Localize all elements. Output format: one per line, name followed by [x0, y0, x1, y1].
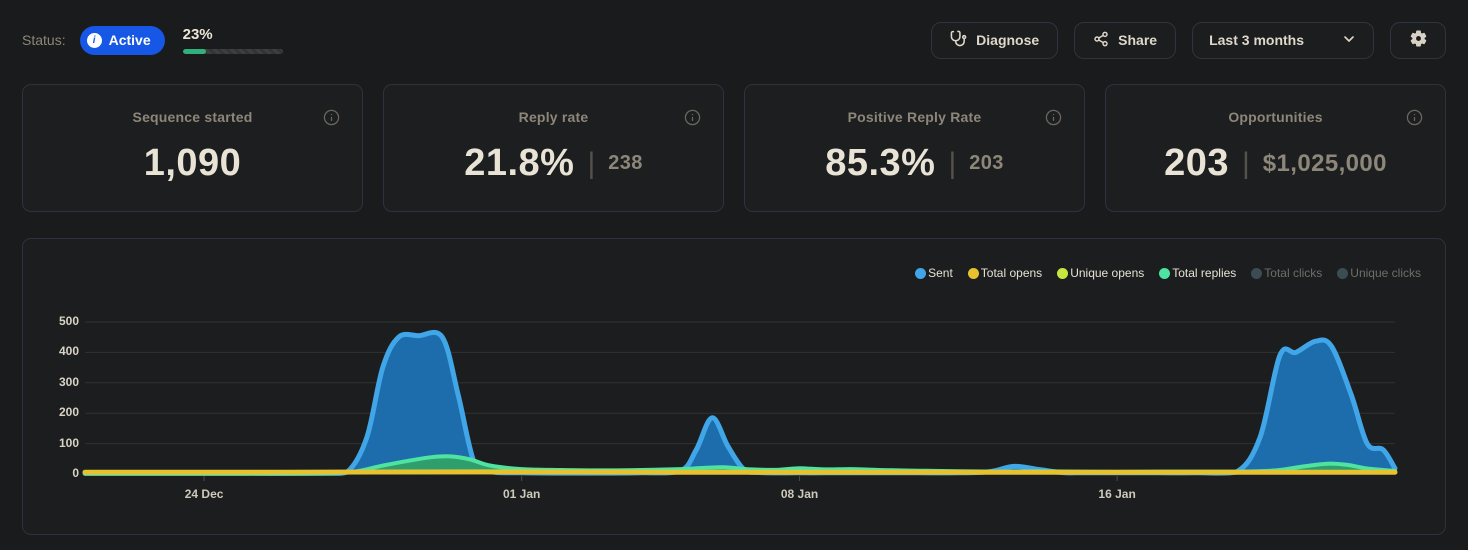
share-button[interactable]: Share [1074, 21, 1177, 59]
legend-item-total-clicks[interactable]: Total clicks [1251, 266, 1322, 280]
progress-group: 23% [182, 26, 283, 54]
progress-bar [182, 49, 283, 54]
y-axis-label: 500 [58, 314, 79, 328]
stat-card-secondary-value: 203 [969, 152, 1004, 174]
stat-card-value-row: 21.8% | 238 [464, 142, 643, 185]
legend-dot [1057, 267, 1069, 279]
info-circle-icon[interactable] [323, 109, 340, 131]
legend-label: Unique clicks [1350, 266, 1421, 280]
share-label: Share [1118, 32, 1158, 48]
legend-label: Unique opens [1070, 266, 1145, 280]
info-circle-icon[interactable] [684, 109, 701, 131]
series-area-sent [85, 332, 1395, 474]
gear-icon [1409, 29, 1428, 51]
x-axis-label: 16 Jan [1098, 487, 1136, 501]
stat-card-title: Sequence started [132, 109, 253, 125]
legend-label: Total opens [980, 266, 1043, 280]
legend-item-sent[interactable]: Sent [915, 266, 953, 280]
stat-card-title: Reply rate [518, 109, 589, 125]
info-circle-icon[interactable] [1045, 109, 1062, 131]
stat-card-secondary-value: 238 [608, 152, 643, 174]
status-badge[interactable]: i Active [79, 25, 165, 55]
chart-canvas[interactable] [23, 239, 1445, 535]
diagnose-label: Diagnose [976, 32, 1040, 48]
stat-card-value-row: 85.3% | 203 [825, 142, 1004, 185]
legend-dot [967, 267, 979, 279]
stat-card-value-row: 203 | $1,025,000 [1164, 142, 1387, 185]
stat-card-sequence-started: Sequence started 1,090 [22, 84, 363, 212]
stat-card-secondary-value: $1,025,000 [1262, 149, 1387, 177]
top-bar: Status: i Active 23% [0, 0, 1468, 72]
info-circle-icon: i [86, 32, 102, 48]
stat-card-title: Positive Reply Rate [847, 109, 982, 125]
legend-label: Total clicks [1264, 266, 1323, 280]
chart-legend: Sent Total opens Unique opens Total replies… [915, 266, 1421, 280]
stat-card-value-row: 1,090 [144, 142, 242, 185]
share-nodes-icon [1093, 31, 1109, 50]
legend-dot [915, 267, 927, 279]
y-axis-label: 400 [58, 344, 79, 359]
stat-card-value: 85.3% [825, 142, 936, 184]
stats-row: Sequence started 1,090 Reply rate 21.8% … [22, 84, 1446, 212]
legend-label: Total replies [1172, 266, 1237, 280]
status-badge-label: Active [108, 32, 151, 48]
progress-percent: 23% [182, 26, 213, 43]
series-line-sent [82, 329, 1398, 476]
legend-item-total-opens[interactable]: Total opens [967, 266, 1043, 280]
y-axis-label: 0 [72, 466, 79, 480]
y-axis-label: 200 [58, 405, 79, 420]
stat-card-positive-reply-rate: Positive Reply Rate 85.3% | 203 [744, 84, 1085, 212]
legend-dot [1337, 267, 1349, 279]
y-axis-label: 100 [58, 435, 79, 450]
chevron-down-icon [1341, 31, 1357, 50]
stat-card-value: 203 [1164, 142, 1229, 184]
progress-fill [182, 49, 206, 54]
stat-card-reply-rate: Reply rate 21.8% | 238 [383, 84, 724, 212]
diagnose-button[interactable]: Diagnose [931, 21, 1059, 59]
status-label: Status: [22, 32, 66, 48]
legend-label: Sent [928, 266, 953, 280]
value-divider: | [1241, 146, 1250, 180]
stat-card-opportunities: Opportunities 203 | $1,025,000 [1105, 84, 1446, 212]
legend-item-total-replies[interactable]: Total replies [1159, 266, 1236, 280]
value-divider: | [587, 146, 596, 180]
legend-item-unique-clicks[interactable]: Unique clicks [1337, 266, 1421, 280]
chart-panel: Sent Total opens Unique opens Total replies… [22, 238, 1446, 535]
date-range-dropdown[interactable]: Last 3 months [1192, 21, 1374, 59]
stat-card-value: 21.8% [464, 142, 575, 184]
settings-button[interactable] [1390, 21, 1446, 59]
stat-card-title: Opportunities [1228, 109, 1323, 125]
stat-card-value: 1,090 [143, 142, 242, 184]
status-group: Status: i Active 23% [22, 25, 283, 55]
date-range-value: Last 3 months [1209, 32, 1304, 48]
legend-dot [1159, 267, 1171, 279]
legend-dot [1251, 267, 1263, 279]
x-axis-label: 08 Jan [780, 487, 819, 501]
x-axis-label: 24 Dec [184, 487, 224, 501]
y-axis-label: 300 [58, 374, 79, 389]
legend-item-unique-opens[interactable]: Unique opens [1057, 266, 1144, 280]
info-circle-icon[interactable] [1406, 109, 1423, 131]
x-axis-label: 01 Jan [502, 487, 541, 501]
topbar-actions: Diagnose Share Last 3 months [931, 21, 1446, 59]
stethoscope-icon [950, 30, 967, 50]
value-divider: | [948, 146, 957, 180]
